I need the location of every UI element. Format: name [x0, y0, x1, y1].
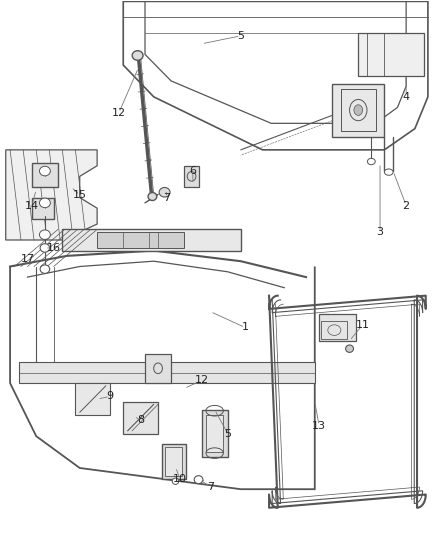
- Text: 10: 10: [173, 474, 187, 483]
- Bar: [165, 447, 182, 476]
- Bar: [162, 444, 186, 479]
- Text: 12: 12: [194, 375, 208, 385]
- Text: 16: 16: [46, 243, 60, 253]
- Text: 5: 5: [224, 429, 231, 439]
- Text: 11: 11: [356, 320, 370, 330]
- Text: 17: 17: [21, 254, 35, 263]
- Bar: [145, 354, 171, 383]
- Ellipse shape: [132, 51, 143, 60]
- Ellipse shape: [346, 345, 353, 352]
- Bar: [321, 320, 347, 339]
- Text: 15: 15: [73, 190, 87, 200]
- Bar: [201, 410, 228, 457]
- Polygon shape: [6, 150, 97, 240]
- Text: 6: 6: [189, 166, 196, 176]
- Ellipse shape: [40, 244, 49, 252]
- Text: 9: 9: [106, 391, 114, 401]
- Text: 7: 7: [207, 481, 214, 491]
- Text: 4: 4: [403, 92, 410, 102]
- Bar: [32, 163, 58, 187]
- Text: 12: 12: [112, 108, 126, 118]
- Ellipse shape: [367, 158, 375, 165]
- Bar: [319, 314, 356, 341]
- Bar: [341, 89, 376, 131]
- Bar: [184, 166, 199, 187]
- Bar: [206, 415, 223, 452]
- Ellipse shape: [39, 198, 50, 208]
- Ellipse shape: [172, 478, 179, 484]
- Ellipse shape: [39, 166, 50, 176]
- Ellipse shape: [194, 475, 203, 483]
- Bar: [32, 198, 53, 219]
- Polygon shape: [269, 296, 426, 508]
- Text: 3: 3: [377, 227, 384, 237]
- Ellipse shape: [159, 188, 170, 197]
- Text: 5: 5: [237, 31, 244, 41]
- Bar: [123, 402, 158, 433]
- Text: 2: 2: [403, 200, 410, 211]
- Polygon shape: [62, 229, 241, 251]
- Bar: [97, 232, 184, 248]
- Ellipse shape: [354, 105, 363, 115]
- Text: 8: 8: [137, 415, 144, 425]
- Ellipse shape: [148, 192, 157, 200]
- Ellipse shape: [39, 230, 50, 239]
- Text: 14: 14: [25, 200, 39, 211]
- Text: 1: 1: [242, 322, 249, 333]
- Bar: [19, 362, 315, 383]
- Text: 13: 13: [312, 421, 326, 431]
- Ellipse shape: [385, 169, 393, 175]
- Text: 7: 7: [163, 192, 170, 203]
- Ellipse shape: [40, 265, 49, 273]
- Bar: [332, 84, 385, 136]
- Bar: [75, 383, 110, 415]
- Bar: [358, 33, 424, 76]
